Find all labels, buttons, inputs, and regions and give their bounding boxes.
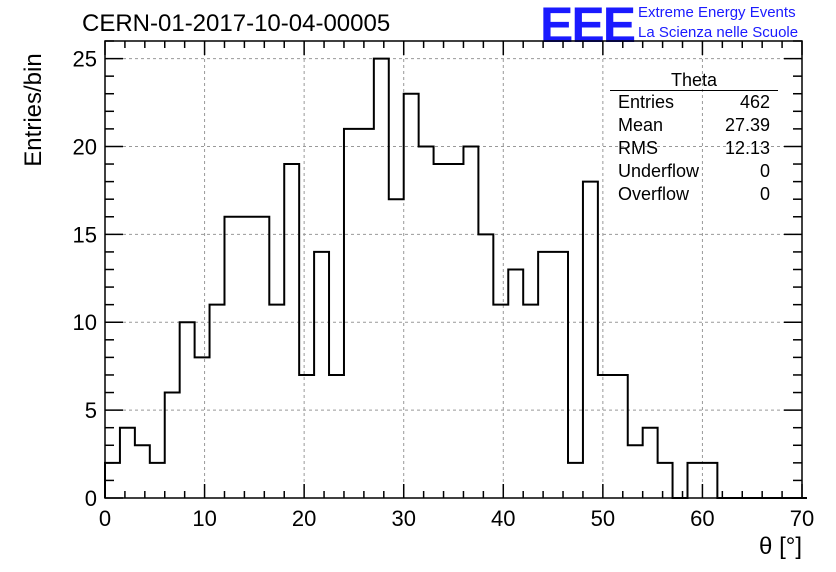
grid: [105, 41, 802, 498]
stats-value: 27.39: [724, 115, 770, 135]
y-tick-label: 15: [73, 222, 97, 247]
stats-label: Overflow: [618, 184, 690, 204]
y-tick-label: 25: [73, 47, 97, 72]
x-tick-label: 30: [391, 506, 415, 531]
stats-value: 12.13: [724, 138, 770, 158]
x-tick-label: 50: [591, 506, 615, 531]
stats-row-mean: Mean 27.39: [610, 114, 778, 137]
eee-logo: EEE: [540, 0, 636, 53]
y-tick-label: 10: [73, 310, 97, 335]
stats-value: 0: [759, 184, 770, 204]
stats-row-overflow: Overflow 0: [610, 183, 778, 206]
axis-tick-labels: 0 10 20 30 40 50 60 70 0 5 10 15 20 25: [73, 47, 815, 531]
chart-title: CERN-01-2017-10-04-00005: [82, 10, 391, 37]
x-tick-label: 40: [491, 506, 515, 531]
stats-row-rms: RMS 12.13: [610, 137, 778, 160]
logo-caption-line1: Extreme Energy Events: [638, 4, 796, 21]
x-tick-label: 10: [192, 506, 216, 531]
stats-box: Theta Entries 462 Mean 27.39 RMS 12.13 U…: [610, 70, 778, 206]
stats-row-entries: Entries 462: [610, 91, 778, 114]
stats-value: 462: [739, 92, 770, 112]
x-tick-label: 20: [292, 506, 316, 531]
stats-value: 0: [759, 161, 770, 181]
y-tick-label: 5: [85, 398, 97, 423]
x-tick-label: 70: [790, 506, 814, 531]
histogram-line: [104, 57, 807, 499]
x-tick-label: 0: [99, 506, 111, 531]
y-tick-label: 20: [73, 134, 97, 159]
logo-caption-line2: La Scienza nelle Scuole: [638, 24, 799, 41]
stats-title: Theta: [610, 70, 778, 91]
stats-label: Entries: [618, 92, 675, 112]
stats-label: RMS: [618, 138, 658, 158]
stats-row-underflow: Underflow 0: [610, 160, 778, 183]
y-tick-label: 0: [85, 486, 97, 511]
stats-label: Mean: [618, 115, 664, 135]
x-axis-label: θ [°]: [759, 533, 802, 560]
x-tick-label: 60: [690, 506, 714, 531]
axis-ticks: [104, 40, 803, 499]
stats-label: Underflow: [618, 161, 700, 181]
